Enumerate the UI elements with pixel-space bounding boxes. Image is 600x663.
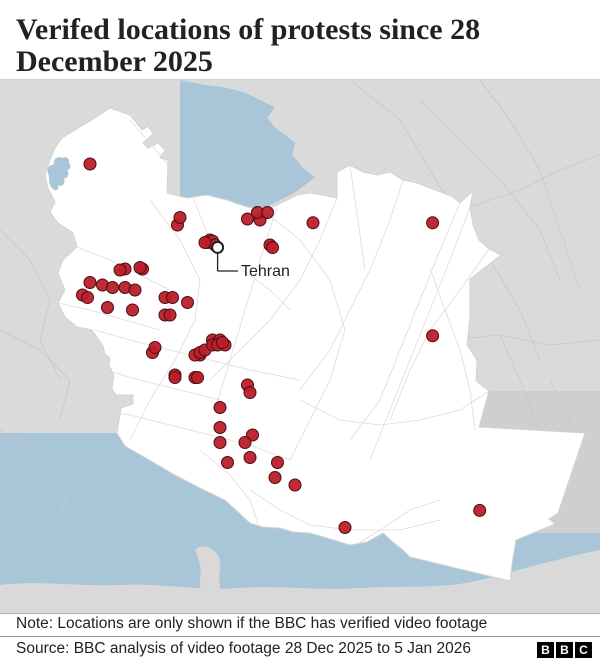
svg-text:Tehran: Tehran — [241, 263, 290, 280]
